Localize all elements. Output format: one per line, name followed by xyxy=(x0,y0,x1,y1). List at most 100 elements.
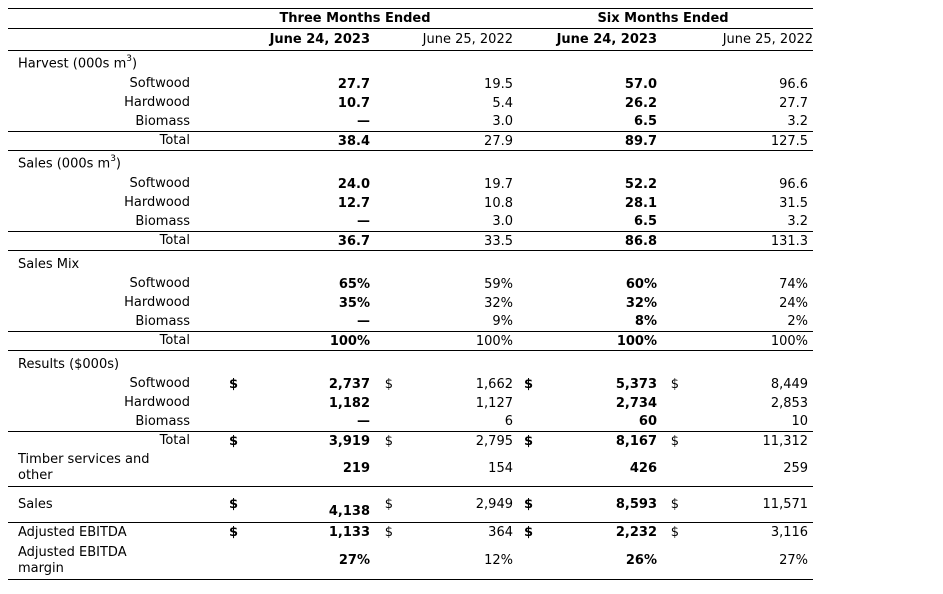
row-label: Softwood xyxy=(129,276,190,291)
value-cell: 8,167 xyxy=(533,431,657,451)
dollar-cell xyxy=(197,113,238,132)
table-row: Total $3,919 $2,795 $8,167 $11,312 xyxy=(8,431,814,451)
date-header-cell: June 25, 2022 xyxy=(657,28,814,51)
value-cell: 27.9 xyxy=(393,131,513,151)
dollar-cell xyxy=(370,94,393,113)
dollar-cell xyxy=(197,450,238,487)
table-row: Hardwood 35% 32% 32% 24% xyxy=(8,294,813,313)
financial-results-table: Three Months Ended Six Months Ended June 2… xyxy=(8,8,814,580)
dollar-cell xyxy=(370,313,393,332)
dollar-cell xyxy=(370,294,393,313)
dollar-cell xyxy=(513,450,533,487)
dollar-cell xyxy=(197,231,238,251)
table-row: Softwood 24.0 19.7 52.2 96.6 xyxy=(8,175,813,194)
table-row: Sales Mix xyxy=(8,251,813,275)
dollar-cell: $ xyxy=(370,486,393,523)
value-cell: 10.7 xyxy=(337,95,370,111)
dollar-cell xyxy=(657,351,679,375)
row-label: Total xyxy=(8,131,197,151)
value-cell: 4,138 xyxy=(238,486,370,523)
superscript: 3 xyxy=(110,154,116,165)
value-cell: 26.2 xyxy=(624,95,657,111)
row-label: Results ($000s) xyxy=(18,356,120,372)
value-cell: 60% xyxy=(625,276,657,292)
value-cell: 96.6 xyxy=(779,176,809,192)
dollar-cell xyxy=(657,94,679,113)
row-label: Sales (000s m3) xyxy=(18,154,121,172)
dollar-cell xyxy=(370,413,393,432)
dollar-cell: $ xyxy=(197,431,238,451)
value-cell: 259 xyxy=(679,450,814,487)
value-cell: 32% xyxy=(625,295,657,311)
date-header-cell: June 24, 2023 xyxy=(513,28,657,51)
value-cell xyxy=(393,351,513,375)
value-cell: 19.7 xyxy=(484,176,513,192)
dollar-cell xyxy=(197,251,238,275)
dollar-cell xyxy=(370,194,393,213)
value-cell xyxy=(533,351,657,375)
table-row: Total 36.7 33.5 86.8 131.3 xyxy=(8,231,814,251)
value-cell: 10 xyxy=(791,414,809,430)
value-cell xyxy=(679,51,813,75)
value-cell xyxy=(533,51,657,75)
value-cell: 364 xyxy=(488,525,513,541)
value-cell: 86.8 xyxy=(533,231,657,251)
dollar-cell: $ xyxy=(657,486,679,523)
dollar-cell xyxy=(513,231,533,251)
value-cell: 74% xyxy=(779,276,809,292)
dollar-cell xyxy=(657,75,679,94)
dollar-cell xyxy=(657,251,679,275)
value-cell: 6 xyxy=(504,414,513,430)
dollar-cell xyxy=(513,275,533,294)
value-cell: 100% xyxy=(679,331,814,351)
dollar-cell xyxy=(657,151,679,175)
value-cell xyxy=(393,251,513,275)
corner-cell xyxy=(8,28,197,51)
group-header-cell: Six Months Ended xyxy=(513,8,814,29)
table-row: Biomass — 3.0 6.5 3.2 xyxy=(8,213,813,232)
table-row: Adjusted EBITDA margin 27% 12% 26% 27% xyxy=(8,542,814,580)
value-cell xyxy=(533,151,657,175)
value-cell: 6.5 xyxy=(633,114,657,130)
value-cell: 52.2 xyxy=(624,176,657,192)
value-cell xyxy=(679,251,813,275)
dollar-cell xyxy=(197,175,238,194)
dollar-cell xyxy=(657,294,679,313)
dollar-cell xyxy=(657,175,679,194)
value-cell: 2,232 xyxy=(615,525,657,541)
value-cell xyxy=(679,351,813,375)
dollar-cell xyxy=(513,151,533,175)
value-cell: 8,593 xyxy=(533,486,657,523)
table-row: Harvest (000s m3) xyxy=(8,51,813,75)
dollar-cell xyxy=(657,413,679,432)
value-cell: 8,449 xyxy=(770,376,809,392)
value-cell: 24% xyxy=(779,295,809,311)
dollar-cell xyxy=(513,394,533,413)
table-row: Results ($000s) xyxy=(8,351,813,375)
dollar-cell xyxy=(513,94,533,113)
value-cell: 426 xyxy=(533,450,657,487)
value-cell: 10.8 xyxy=(484,195,513,211)
dollar-cell xyxy=(370,113,393,132)
value-cell: 2,734 xyxy=(615,395,657,411)
row-label: Softwood xyxy=(129,376,190,391)
value-cell: 57.0 xyxy=(624,76,657,92)
dollar-cell xyxy=(657,194,679,213)
dollar-cell xyxy=(370,151,393,175)
value-cell xyxy=(238,51,370,75)
value-cell: 96.6 xyxy=(779,76,809,92)
dollar-cell xyxy=(513,294,533,313)
row-label: Softwood xyxy=(129,76,190,91)
dollar-cell: $ xyxy=(523,525,533,541)
value-cell: 100% xyxy=(238,331,370,351)
dollar-cell xyxy=(197,94,238,113)
financial-report-page: Three Months Ended Six Months Ended June 2… xyxy=(0,8,943,594)
value-cell: 38.4 xyxy=(238,131,370,151)
dollar-cell: $ xyxy=(523,376,533,392)
value-cell: 59% xyxy=(484,276,513,292)
dollar-cell xyxy=(370,331,393,351)
value-cell: 9% xyxy=(492,314,513,330)
dollar-cell xyxy=(370,275,393,294)
dollar-cell xyxy=(513,251,533,275)
value-cell: 6.5 xyxy=(633,214,657,230)
